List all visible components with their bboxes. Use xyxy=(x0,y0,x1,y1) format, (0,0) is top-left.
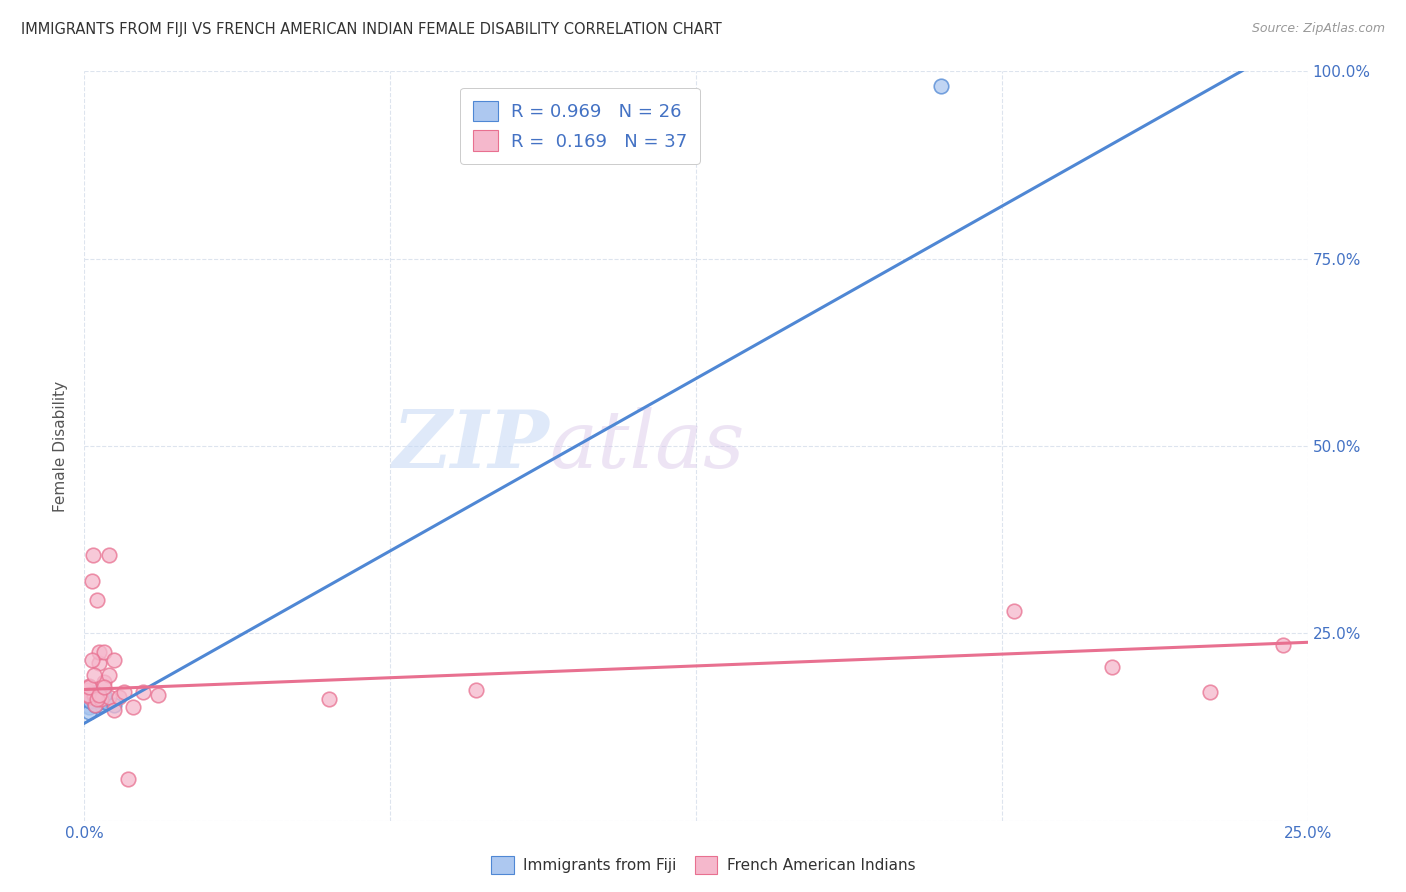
Point xyxy=(77,699,100,714)
Point xyxy=(87,688,110,702)
Point xyxy=(77,705,100,719)
Point xyxy=(97,667,120,681)
Point xyxy=(103,703,125,717)
Point xyxy=(83,688,105,702)
Legend: R = 0.969   N = 26, R =  0.169   N = 37: R = 0.969 N = 26, R = 0.169 N = 37 xyxy=(460,88,700,164)
Point xyxy=(86,688,108,702)
Point xyxy=(82,548,104,562)
Point xyxy=(93,690,115,704)
Point xyxy=(96,695,118,709)
Point xyxy=(464,682,486,697)
Point xyxy=(107,690,129,704)
Point xyxy=(112,685,135,699)
Point xyxy=(77,688,100,702)
Point xyxy=(1272,638,1295,652)
Point xyxy=(76,682,98,697)
Point xyxy=(77,694,100,708)
Point xyxy=(90,692,112,706)
Point xyxy=(77,698,100,712)
Point xyxy=(1198,685,1220,699)
Point xyxy=(82,692,104,706)
Point xyxy=(318,692,340,706)
Point xyxy=(97,548,120,562)
Point xyxy=(84,698,107,712)
Point xyxy=(87,695,110,709)
Point xyxy=(77,679,100,693)
Point xyxy=(86,692,108,706)
Text: ZIP: ZIP xyxy=(392,408,550,484)
Text: Source: ZipAtlas.com: Source: ZipAtlas.com xyxy=(1251,22,1385,36)
Point xyxy=(79,694,101,708)
Point xyxy=(82,686,104,700)
Point xyxy=(87,645,110,659)
Point xyxy=(1101,660,1123,674)
Point xyxy=(93,680,115,694)
Point xyxy=(87,698,110,712)
Point xyxy=(87,690,110,704)
Point xyxy=(86,694,108,708)
Point xyxy=(77,680,100,694)
Y-axis label: Female Disability: Female Disability xyxy=(53,380,69,512)
Point xyxy=(80,695,103,709)
Legend: Immigrants from Fiji, French American Indians: Immigrants from Fiji, French American In… xyxy=(485,850,921,880)
Point xyxy=(77,688,100,702)
Point xyxy=(79,690,101,704)
Point xyxy=(90,694,112,708)
Point xyxy=(93,645,115,659)
Point xyxy=(132,685,155,699)
Point xyxy=(80,574,103,588)
Point xyxy=(117,772,139,787)
Point xyxy=(122,699,145,714)
Point xyxy=(103,652,125,666)
Point xyxy=(84,698,107,712)
Point xyxy=(87,657,110,671)
Text: atlas: atlas xyxy=(550,408,745,484)
Point xyxy=(79,690,101,704)
Point xyxy=(93,688,115,702)
Point xyxy=(83,667,105,681)
Text: IMMIGRANTS FROM FIJI VS FRENCH AMERICAN INDIAN FEMALE DISABILITY CORRELATION CHA: IMMIGRANTS FROM FIJI VS FRENCH AMERICAN … xyxy=(21,22,721,37)
Point xyxy=(929,79,952,94)
Point xyxy=(97,690,120,704)
Point xyxy=(1002,604,1025,618)
Point xyxy=(83,692,105,706)
Point xyxy=(84,686,107,700)
Point xyxy=(83,698,105,712)
Point xyxy=(80,690,103,704)
Point xyxy=(80,652,103,666)
Point xyxy=(93,675,115,690)
Point xyxy=(146,688,169,702)
Point xyxy=(103,698,125,712)
Point xyxy=(86,592,108,607)
